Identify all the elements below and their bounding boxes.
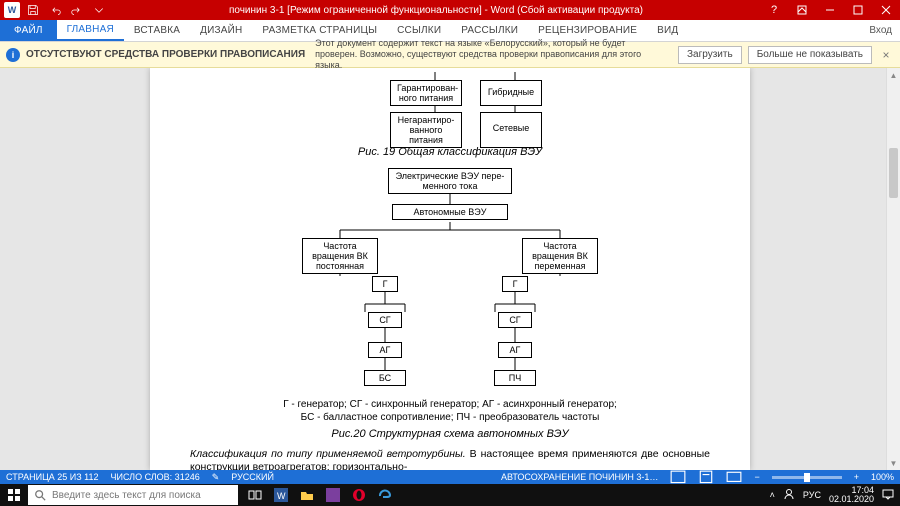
dismiss-button[interactable]: Больше не показывать bbox=[748, 46, 872, 64]
scroll-down-icon[interactable]: ▼ bbox=[887, 456, 900, 470]
message-bar: i ОТСУТСТВУЮТ СРЕДСТВА ПРОВЕРКИ ПРАВОПИС… bbox=[0, 42, 900, 68]
zoom-out-icon[interactable]: − bbox=[754, 472, 759, 482]
d2-sg-right: СГ bbox=[498, 312, 532, 328]
titlebar: W починин 3-1 [Режим ограниченной функци… bbox=[0, 0, 900, 20]
undo-button[interactable] bbox=[46, 2, 64, 18]
svg-text:W: W bbox=[277, 491, 286, 501]
caption-fig20: Рис.20 Структурная схема автономных ВЭУ bbox=[190, 428, 710, 440]
diagram2-legend: Г - генератор; СГ - синхронный генератор… bbox=[190, 398, 710, 424]
vertical-scrollbar[interactable]: ▲ ▼ bbox=[886, 68, 900, 470]
d2-sg-left: СГ bbox=[368, 312, 402, 328]
system-tray: ˄ РУС 17:04 02.01.2020 bbox=[764, 486, 900, 504]
zoom-level[interactable]: 100% bbox=[871, 472, 894, 482]
scroll-up-icon[interactable]: ▲ bbox=[887, 68, 900, 82]
d2-g-right: Г bbox=[502, 276, 528, 292]
d1-box-grid: Сетевые bbox=[480, 112, 542, 148]
d2-ag-right: АГ bbox=[498, 342, 532, 358]
d1-box-nonguaranteed: Негарантиро-ванногопитания bbox=[390, 112, 462, 148]
document-area: Гарантирован-ного питания Гибридные Нега… bbox=[0, 68, 900, 470]
search-icon bbox=[34, 489, 46, 501]
taskbar-apps: W bbox=[242, 484, 398, 506]
d2-bs: БС bbox=[364, 370, 406, 386]
taskbar-search[interactable]: Введите здесь текст для поиска bbox=[28, 485, 238, 505]
d1-box-guaranteed: Гарантирован-ного питания bbox=[390, 80, 462, 106]
load-button[interactable]: Загрузить bbox=[678, 46, 742, 64]
message-bar-title: ОТСУТСТВУЮТ СРЕДСТВА ПРОВЕРКИ ПРАВОПИСАН… bbox=[26, 49, 305, 60]
ribbon-options-button[interactable] bbox=[788, 0, 816, 20]
page: Гарантирован-ного питания Гибридные Нега… bbox=[150, 68, 750, 470]
d2-pch: ПЧ bbox=[494, 370, 536, 386]
taskbar-explorer-icon[interactable] bbox=[294, 484, 320, 506]
redo-button[interactable] bbox=[68, 2, 86, 18]
close-button[interactable] bbox=[872, 0, 900, 20]
status-words[interactable]: ЧИСЛО СЛОВ: 31246 bbox=[111, 472, 200, 482]
maximize-button[interactable] bbox=[844, 0, 872, 20]
tray-notifications-icon[interactable] bbox=[882, 488, 894, 502]
search-placeholder: Введите здесь текст для поиска bbox=[52, 490, 201, 501]
d2-left-head: Частота вращения ВК постоянная bbox=[302, 238, 378, 274]
d2-right-head: Частота вращения ВК переменная bbox=[522, 238, 598, 274]
scroll-thumb[interactable] bbox=[889, 148, 898, 198]
legend-line1: Г - генератор; СГ - синхронный генератор… bbox=[190, 398, 710, 411]
message-bar-close-icon[interactable]: × bbox=[878, 48, 894, 62]
status-page[interactable]: СТРАНИЦА 25 ИЗ 112 bbox=[6, 472, 99, 482]
status-proofing-icon[interactable]: ✎ bbox=[212, 472, 220, 483]
tray-language[interactable]: РУС bbox=[803, 490, 821, 500]
info-icon: i bbox=[6, 48, 20, 62]
view-print-icon[interactable] bbox=[698, 471, 714, 483]
d2-ag-left: АГ bbox=[368, 342, 402, 358]
body-italic: Классификация по типу применяемой ветрот… bbox=[190, 448, 466, 460]
tab-file[interactable]: ФАЙЛ bbox=[0, 20, 57, 41]
tab-insert[interactable]: ВСТАВКА bbox=[124, 20, 190, 41]
view-read-icon[interactable] bbox=[670, 471, 686, 483]
task-view-icon[interactable] bbox=[242, 484, 268, 506]
window-controls: ? bbox=[760, 0, 900, 20]
zoom-in-icon[interactable]: + bbox=[854, 472, 859, 482]
window-title: починин 3-1 [Режим ограниченной функцион… bbox=[112, 5, 760, 16]
taskbar-app-icon[interactable] bbox=[320, 484, 346, 506]
diagram-2: Электрические ВЭУ пере- менного тока Авт… bbox=[190, 164, 710, 394]
signin-link[interactable]: Вход bbox=[869, 20, 900, 41]
qat-customize-icon[interactable] bbox=[90, 2, 108, 18]
d2-mid: Автономные ВЭУ bbox=[392, 204, 508, 220]
zoom-slider[interactable] bbox=[772, 476, 842, 479]
tray-date: 02.01.2020 bbox=[829, 495, 874, 504]
taskbar-opera-icon[interactable] bbox=[346, 484, 372, 506]
d1-box-hybrid: Гибридные bbox=[480, 80, 542, 106]
help-button[interactable]: ? bbox=[760, 0, 788, 20]
taskbar-word-icon[interactable]: W bbox=[268, 484, 294, 506]
start-button[interactable] bbox=[0, 484, 28, 506]
word-app-icon: W bbox=[4, 2, 20, 18]
view-web-icon[interactable] bbox=[726, 471, 742, 483]
d2-top: Электрические ВЭУ пере- менного тока bbox=[388, 168, 512, 194]
diagram-1: Гарантирован-ного питания Гибридные Нега… bbox=[190, 72, 710, 142]
taskbar-edge-icon[interactable] bbox=[372, 484, 398, 506]
body-paragraph: Классификация по типу применяемой ветрот… bbox=[190, 448, 710, 470]
tray-clock[interactable]: 17:04 02.01.2020 bbox=[829, 486, 874, 504]
minimize-button[interactable] bbox=[816, 0, 844, 20]
tab-design[interactable]: ДИЗАЙН bbox=[190, 20, 252, 41]
tab-home[interactable]: ГЛАВНАЯ bbox=[57, 20, 124, 41]
save-button[interactable] bbox=[24, 2, 42, 18]
tray-chevron-icon[interactable]: ˄ bbox=[770, 490, 775, 500]
quick-access-toolbar: W bbox=[0, 2, 112, 18]
status-bar: СТРАНИЦА 25 ИЗ 112 ЧИСЛО СЛОВ: 31246 ✎ Р… bbox=[0, 470, 900, 484]
legend-line2: БС - балластное сопротивление; ПЧ - прео… bbox=[190, 411, 710, 424]
taskbar: Введите здесь текст для поиска W ˄ РУС 1… bbox=[0, 484, 900, 506]
d2-g-left: Г bbox=[372, 276, 398, 292]
status-autosave: АВТОСОХРАНЕНИЕ ПОЧИНИН 3-1… bbox=[501, 472, 659, 482]
tray-people-icon[interactable] bbox=[783, 488, 795, 502]
status-language[interactable]: РУССКИЙ bbox=[231, 472, 274, 482]
